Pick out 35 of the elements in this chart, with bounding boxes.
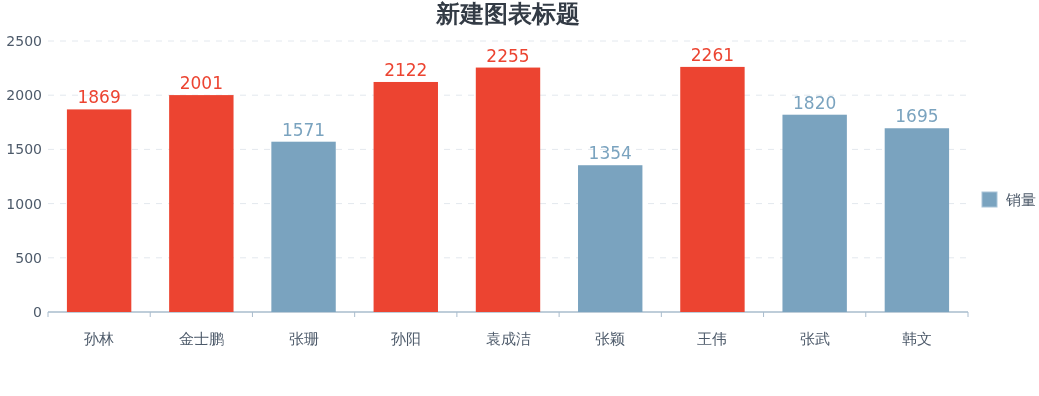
y-tick-label: 1500 [6,141,42,158]
y-tick-label: 2000 [6,87,42,104]
bar [475,67,541,312]
bar [169,95,234,312]
data-label: 2255 [486,45,530,66]
bar [578,165,643,312]
x-tick-label: 孙林 [84,330,115,348]
legend-label: 销量 [1005,191,1036,209]
x-tick-label: 韩文 [901,330,932,348]
bar [373,81,438,312]
x-tick-label: 袁成洁 [485,330,531,348]
bar [782,114,847,312]
y-tick-label: 1000 [6,195,42,212]
x-tick-label: 张颖 [595,330,626,348]
x-tick-label: 孙阳 [390,330,421,348]
data-label: 1354 [588,143,632,164]
chart-title: 新建图表标题 [435,0,580,28]
data-label: 2001 [179,73,223,94]
y-tick-label: 2500 [6,33,42,49]
x-tick-label: 张珊 [288,330,319,348]
y-tick-label: 500 [15,249,42,266]
data-label: 1571 [281,119,326,140]
data-label: 1695 [895,106,939,127]
data-label: 2122 [384,59,428,80]
x-tick-label: 王伟 [697,330,728,348]
data-label: 1869 [77,87,121,108]
y-tick-label: 0 [33,304,42,320]
bar [271,141,336,312]
bar [680,66,745,312]
bar [884,128,950,312]
x-tick-label: 张武 [799,330,830,348]
x-tick-label: 金士鹏 [178,330,224,348]
bar [66,109,132,312]
data-label: 1820 [793,92,837,113]
data-label: 2261 [690,44,735,65]
